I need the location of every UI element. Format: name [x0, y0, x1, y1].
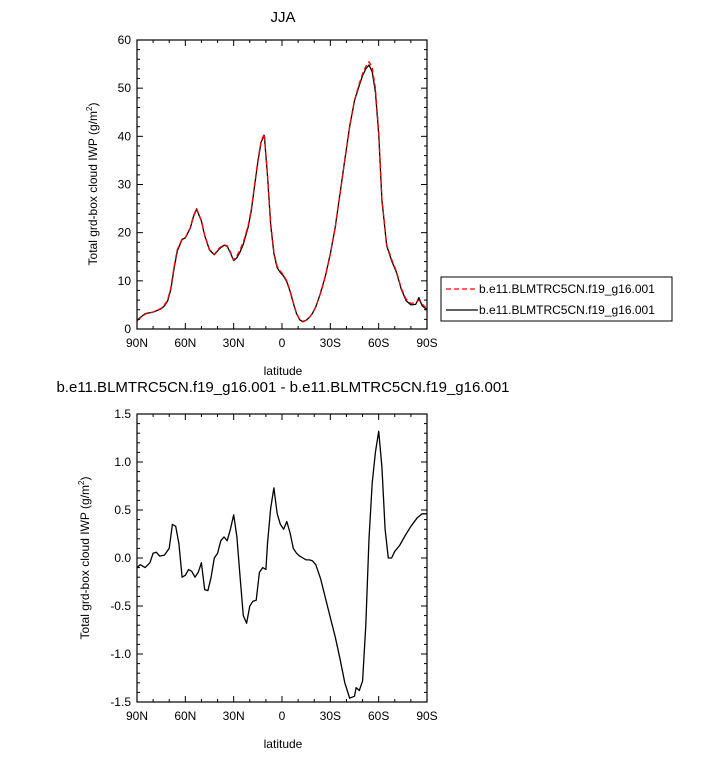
top-x-tick-label: 0	[279, 336, 286, 350]
top-series-group	[136, 61, 428, 323]
bottom-y-tick-label: 0.0	[114, 551, 131, 565]
top-x-tick-label: 30S	[320, 336, 341, 350]
top-y-tick-label: 0	[124, 322, 131, 336]
bottom-y-tick-label: 1.5	[114, 407, 131, 421]
top-y-axis-label: Total grd-box cloud IWP (g/m2)	[85, 103, 100, 266]
top-x-tick-label: 60N	[174, 336, 196, 350]
bottom-series-group	[136, 430, 427, 699]
legend-label-2: b.e11.BLMTRC5CN.f19_g16.001	[479, 303, 655, 317]
top-y-tick-label: 30	[118, 178, 132, 192]
bottom-y-tick-label: -0.5	[110, 599, 131, 613]
bottom-x-tick-label: 60S	[368, 709, 389, 723]
bottom-y-axis-label: Total grd-box cloud IWP (g/m2)	[77, 477, 92, 640]
bottom-y-tick-label: 0.5	[114, 503, 131, 517]
bottom-x-tick-label: 30N	[223, 709, 245, 723]
top-y-tick-label: 10	[118, 274, 132, 288]
top-plot-frame	[136, 39, 428, 330]
top-y-tick-label: 50	[118, 81, 132, 95]
top-chart-title: JJA	[270, 9, 295, 26]
top-y-tick-label: 60	[118, 33, 132, 47]
legend: b.e11.BLMTRC5CN.f19_g16.001 b.e11.BLMTRC…	[440, 276, 673, 322]
bottom-x-tick-label: 30S	[320, 709, 341, 723]
legend-label-1: b.e11.BLMTRC5CN.f19_g16.001	[479, 282, 655, 296]
top-series-line-dashed	[136, 61, 428, 322]
bottom-x-tick-label: 60N	[174, 709, 196, 723]
top-x-tick-label: 90S	[416, 336, 437, 350]
top-x-axis-label: latitude	[264, 364, 303, 378]
bottom-series-line-solid	[136, 430, 427, 699]
bottom-y-tick-label: 1.0	[114, 455, 131, 469]
top-panel: JJA 90N 60N 30N 0 30S 60S 90S 0 10 20 30 40 50 60 lat…	[85, 9, 673, 378]
bottom-x-axis-label: latitude	[264, 737, 303, 751]
bottom-panel: b.e11.BLMTRC5CN.f19_g16.001 - b.e11.BLMT…	[56, 379, 509, 751]
bottom-x-tick-label: 90N	[126, 709, 148, 723]
top-series-line-solid	[136, 64, 428, 323]
bottom-chart-title: b.e11.BLMTRC5CN.f19_g16.001 - b.e11.BLMT…	[56, 379, 509, 396]
top-x-tick-label: 60S	[368, 336, 389, 350]
top-y-tick-label: 40	[118, 129, 132, 143]
legend-box	[440, 276, 673, 322]
top-y-tick-label: 20	[118, 226, 132, 240]
bottom-x-tick-label: 0	[279, 709, 286, 723]
top-x-tick-label: 90N	[126, 336, 148, 350]
bottom-y-tick-label: -1.0	[110, 647, 131, 661]
bottom-y-tick-label: -1.5	[110, 695, 131, 709]
top-x-tick-label: 30N	[223, 336, 245, 350]
bottom-x-tick-label: 90S	[416, 709, 437, 723]
